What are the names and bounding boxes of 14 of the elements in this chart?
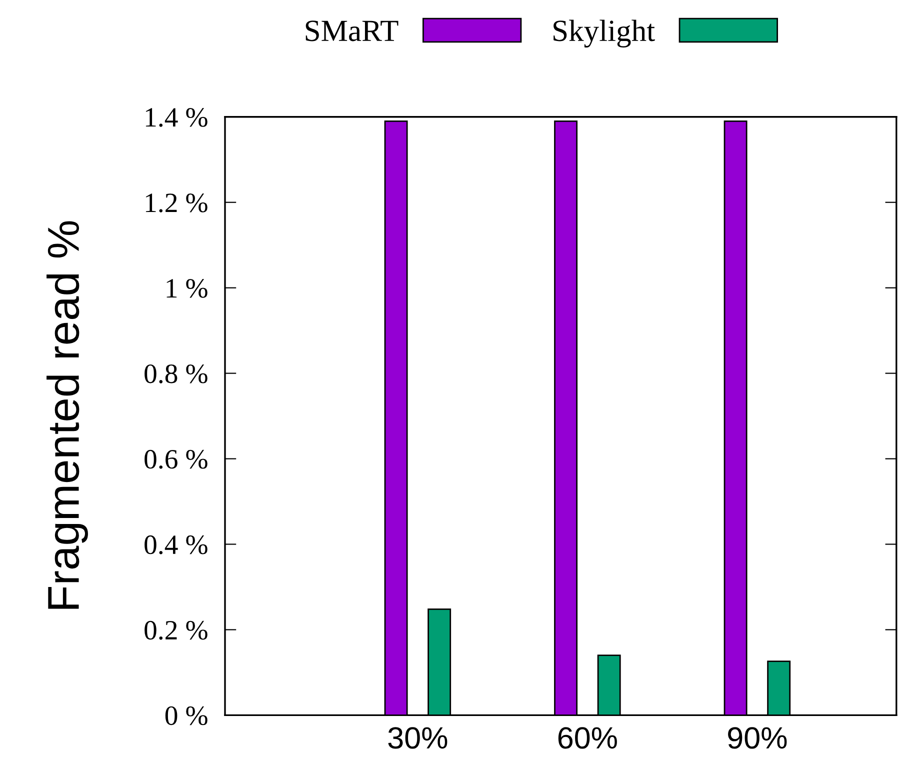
y-tick-label: 1.2 % [146,194,208,212]
legend-label: Skylight [554,20,655,48]
x-tick-label: 60% [558,727,617,749]
y-tick-label: 0.2 % [144,620,208,640]
y-tick-label: 1 % [166,278,208,298]
y-tick-label: 0.6 % [144,450,208,469]
y-tick-label: 1.4 % [146,108,208,127]
y-tick-label: 0.8 % [144,364,208,384]
y-axis-title: Fragmented read % [46,221,88,609]
x-tick-label: 30% [388,727,448,749]
y-tick-label: 0 % [165,706,208,726]
x-tick-label: 90% [728,727,787,749]
y-tick-label: 0.4 % [144,535,208,554]
legend-label: SMaRT [306,20,398,42]
